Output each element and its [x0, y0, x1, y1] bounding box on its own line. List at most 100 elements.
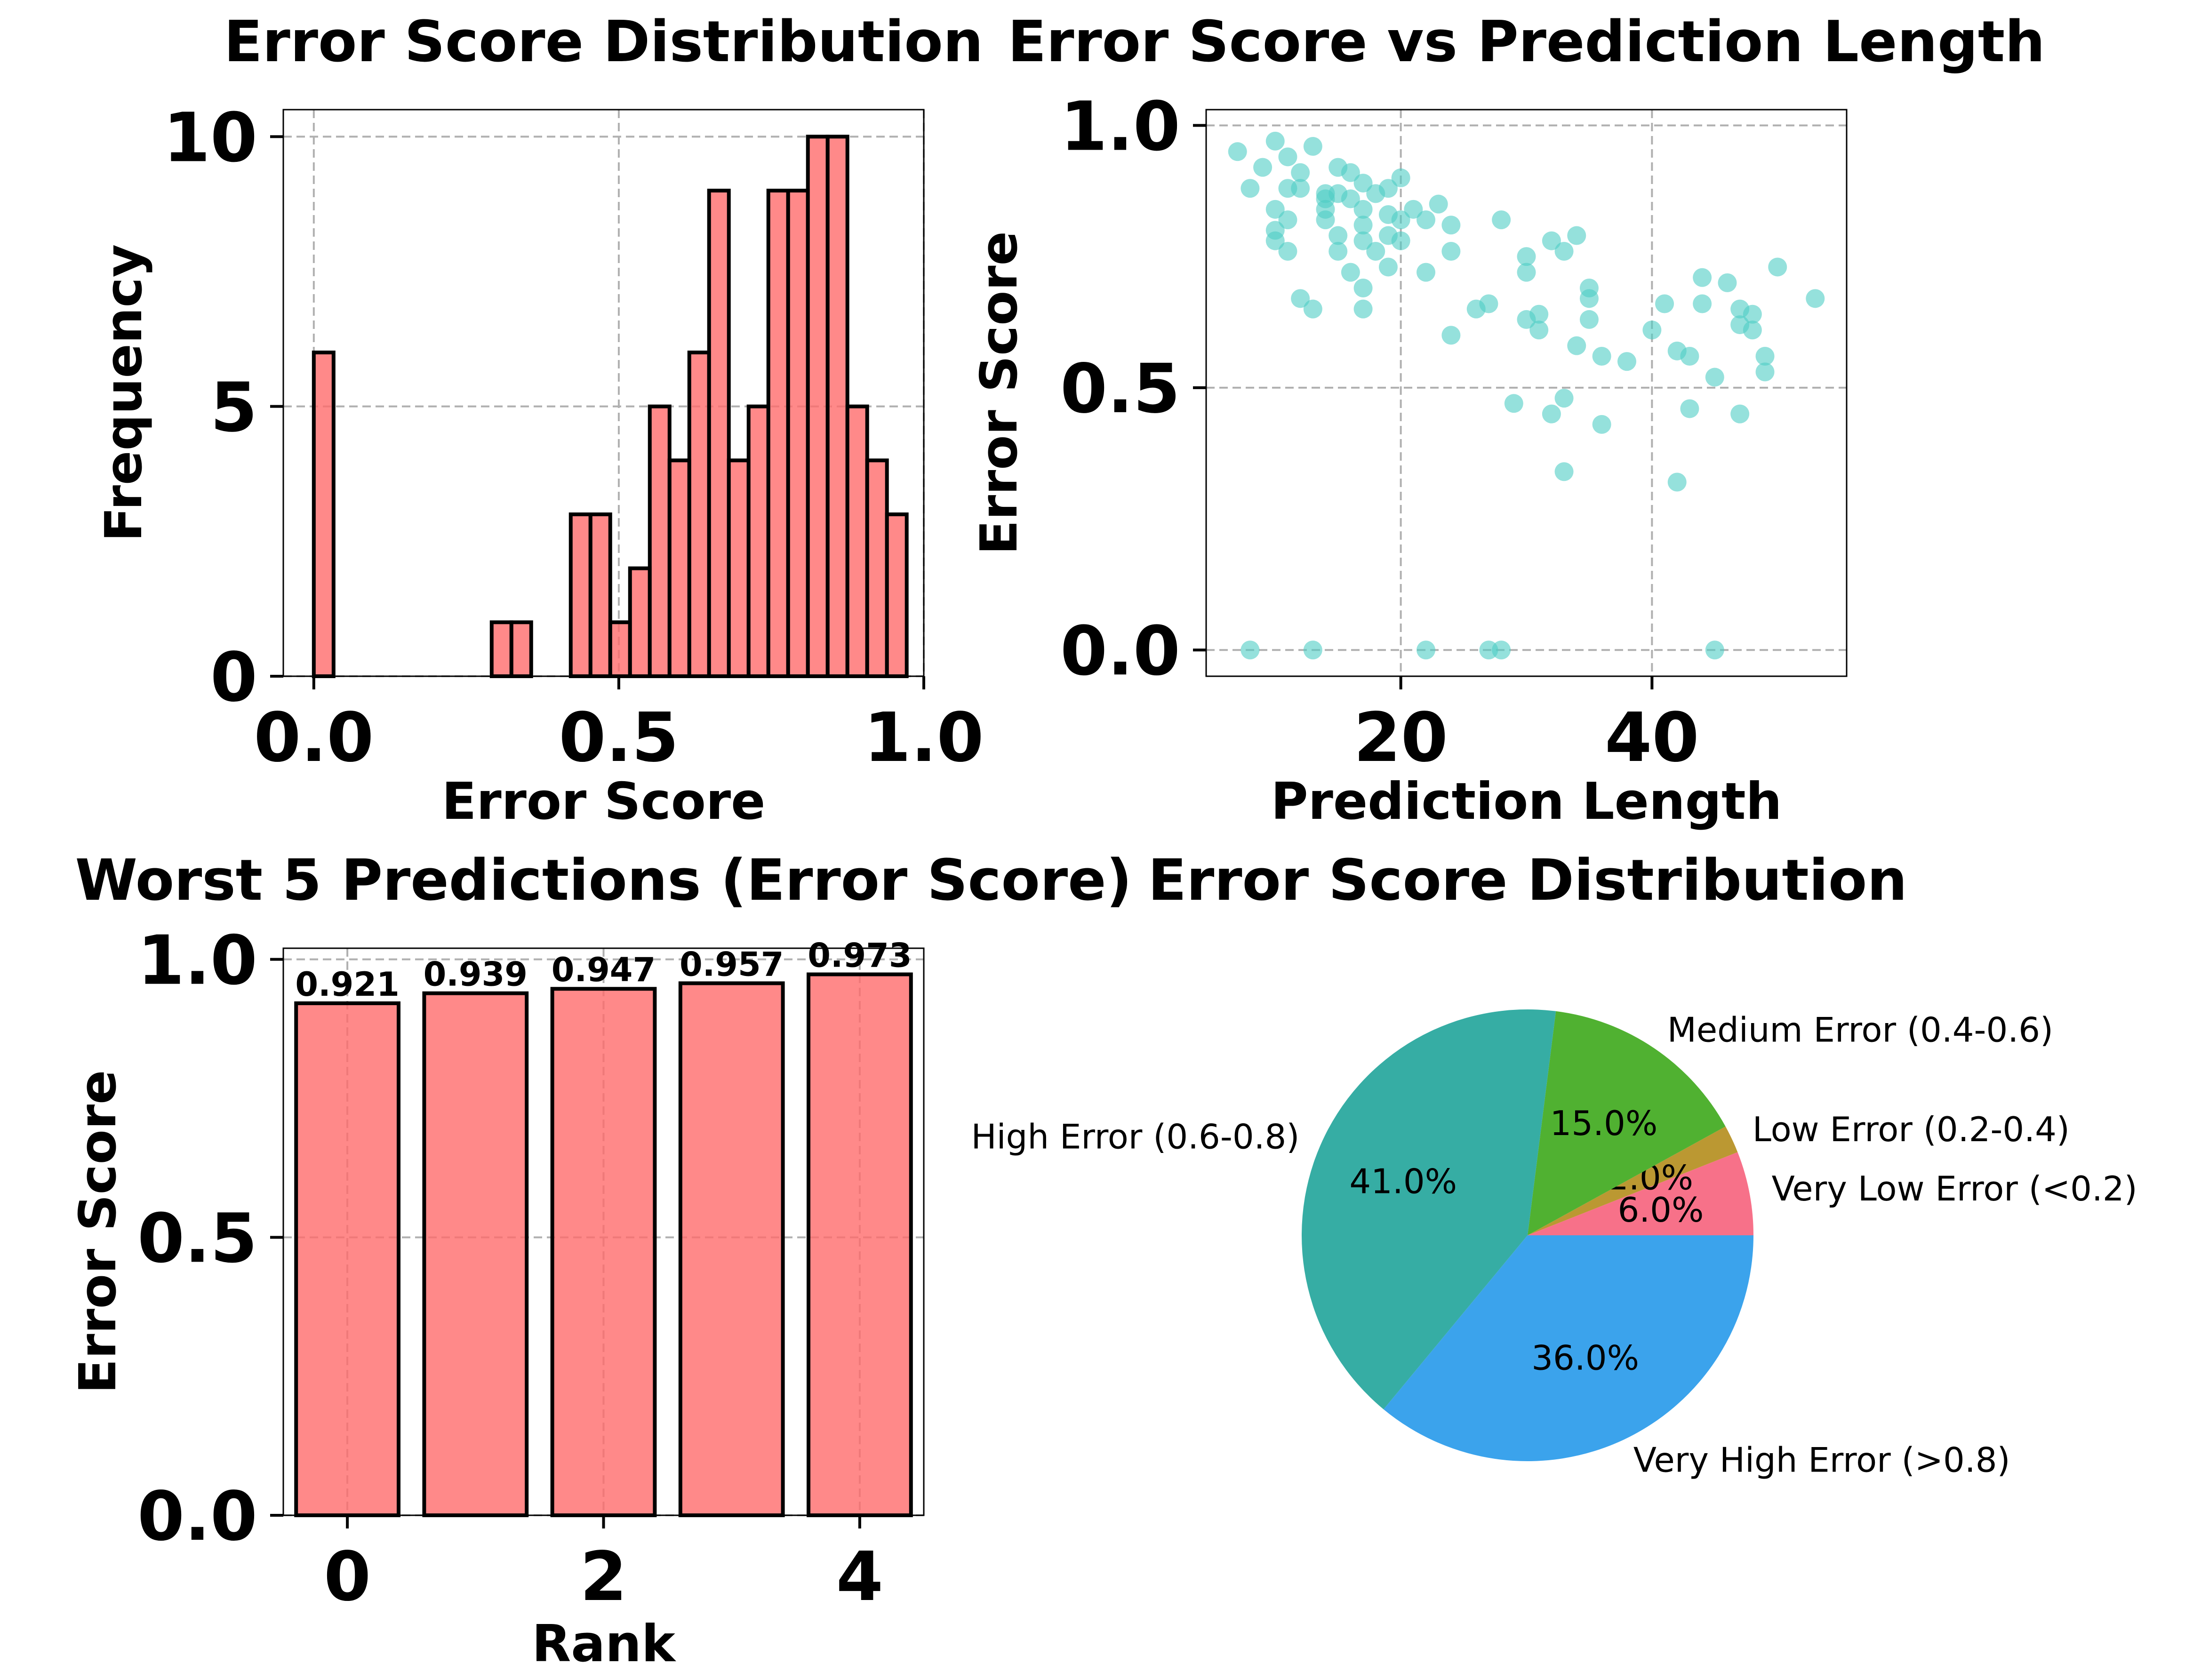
scatter-point — [1441, 216, 1461, 235]
scatter-point — [1353, 299, 1373, 319]
scatter-point — [1391, 210, 1410, 230]
scatter-point — [1492, 640, 1511, 660]
scatter-point — [1492, 210, 1511, 230]
worst-predictions-y-axis-label: Error Score — [69, 1070, 128, 1394]
histogram-bar — [845, 404, 869, 678]
pie-title: Error Score Distribution — [1148, 848, 1907, 913]
histogram-y-axis-label: Frequency — [95, 244, 153, 542]
histogram-bar — [489, 620, 513, 679]
scatter-point — [1353, 231, 1373, 250]
x-tick-label: 4 — [836, 1537, 883, 1616]
pie-slice-label: High Error (0.6-0.8) — [971, 1117, 1300, 1156]
scatter-point — [1341, 263, 1360, 282]
x-tick-label: 1.0 — [864, 698, 984, 777]
histogram-bar — [766, 189, 790, 678]
y-tick-label: 10 — [163, 98, 257, 177]
histogram-panel: 0.0 0.5 1.0 0 5 10 Error Score Distribution E… — [95, 9, 984, 831]
pie-panel: Very Low Error (<0.2) 6.0% Low Error (0.2-… — [971, 848, 2137, 1480]
plot-frame — [282, 109, 925, 677]
scatter-point — [1693, 268, 1712, 287]
scatter-point — [1378, 257, 1398, 277]
scatter-point — [1730, 404, 1750, 424]
scatter-point — [1567, 226, 1586, 245]
scatter-point — [1291, 179, 1310, 198]
scatter-point — [1743, 304, 1762, 324]
bar-value-label: 0.947 — [552, 951, 656, 989]
scatter-point — [1353, 279, 1373, 298]
worst-predictions-title: Worst 5 Predictions (Error Score) — [75, 848, 1132, 913]
x-tick-label: 2 — [580, 1537, 627, 1616]
scatter-point — [1417, 640, 1436, 660]
scatter-point — [1329, 226, 1348, 245]
histogram-bar — [568, 512, 592, 678]
scatter-point — [1579, 289, 1599, 308]
scatter-x-axis-label: Prediction Length — [1271, 772, 1782, 831]
scatter-point — [1265, 131, 1285, 151]
scatter-point — [1341, 163, 1360, 182]
histogram-bar — [648, 404, 672, 678]
pie-percent-label: 15.0% — [1550, 1104, 1658, 1143]
scatter-point — [1542, 404, 1561, 424]
scatter-point — [1329, 242, 1348, 261]
scatter-title: Error Score vs Prediction Length — [1008, 9, 2045, 75]
y-tick-label: 0.0 — [1060, 611, 1180, 690]
scatter-point — [1693, 294, 1712, 313]
pie-slice — [1384, 1235, 1753, 1461]
scatter-point — [1278, 242, 1297, 261]
scatter-point — [1667, 472, 1687, 492]
scatter-point — [1366, 242, 1385, 261]
scatter-point — [1529, 304, 1549, 324]
scatter-point — [1391, 168, 1410, 187]
scatter-point — [1743, 320, 1762, 340]
scatter-point — [1441, 242, 1461, 261]
scatter-point — [1529, 320, 1549, 340]
scatter-point — [1316, 210, 1335, 230]
histogram-bar — [727, 458, 751, 678]
scatter-point — [1617, 352, 1636, 371]
scatter-point — [1517, 263, 1536, 282]
scatter-point — [1417, 210, 1436, 230]
pie-slice — [1528, 1152, 1753, 1235]
scatter-point — [1353, 200, 1373, 219]
bar — [678, 981, 785, 1517]
bar — [422, 991, 529, 1517]
scatter-point — [1642, 320, 1662, 340]
scatter-point — [1303, 640, 1322, 660]
pie-percent-label: 6.0% — [1617, 1190, 1704, 1230]
pie-slice — [1301, 1009, 1556, 1409]
scatter-point — [1341, 189, 1360, 208]
histogram-bar — [707, 189, 731, 678]
y-tick-label: 0.5 — [1060, 349, 1180, 428]
y-tick-label: 1.0 — [137, 921, 257, 1000]
y-tick-label: 0.5 — [137, 1199, 257, 1278]
scatter-point — [1554, 242, 1574, 261]
scatter-point — [1303, 137, 1322, 156]
scatter-point — [1441, 326, 1461, 345]
scatter-point — [1755, 346, 1775, 366]
scatter-y-axis-label: Error Score — [970, 231, 1029, 555]
histogram-bar — [588, 512, 612, 678]
scatter-point — [1554, 389, 1574, 408]
histogram-bar — [786, 189, 810, 678]
worst-predictions-panel: 0.921 0.939 0.947 0.957 0.973 0 2 4 0.0 0.5 1.0 W… — [69, 848, 1132, 1673]
scatter-point — [1265, 231, 1285, 250]
scatter-point — [1768, 257, 1787, 277]
histogram-bar — [667, 458, 691, 678]
scatter-point — [1253, 158, 1273, 177]
bar-value-label: 0.973 — [808, 936, 912, 975]
pie-slice — [1528, 1126, 1738, 1235]
scatter-point — [1241, 179, 1260, 198]
scatter-point — [1378, 179, 1398, 198]
scatter-point — [1278, 210, 1297, 230]
scatter-point — [1291, 163, 1310, 182]
scatter-point — [1592, 415, 1611, 434]
scatter-point — [1567, 336, 1586, 355]
x-tick-label: 20 — [1353, 698, 1448, 777]
scatter-point — [1429, 194, 1448, 214]
scatter-panel: 20 40 0.0 0.5 1.0 Error Score vs Prediction … — [970, 9, 2045, 831]
y-tick-label: 0.0 — [137, 1477, 257, 1556]
scatter-point — [1241, 640, 1260, 660]
pie-percent-label: 41.0% — [1349, 1162, 1457, 1201]
pie-slice-label: Very Low Error (<0.2) — [1772, 1169, 2137, 1208]
